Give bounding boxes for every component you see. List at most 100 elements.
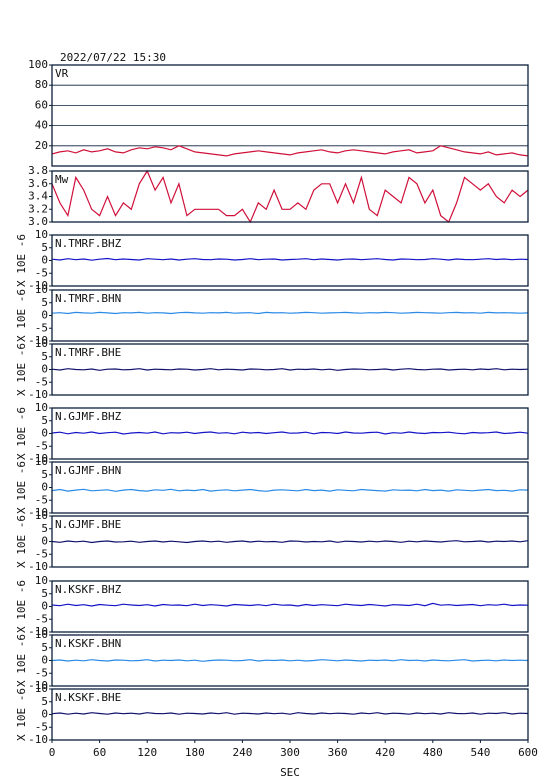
y-axis-label: X 10E -6	[15, 461, 28, 514]
trace	[51, 368, 529, 371]
x-tick-label: 120	[137, 746, 157, 759]
y-tick-label: 0	[41, 708, 48, 721]
y-tick-label: -10	[28, 625, 48, 638]
panel-label: N.GJMF.BHZ	[55, 410, 122, 423]
y-tick-label: 10	[35, 455, 48, 468]
y-tick-label: -5	[35, 375, 48, 388]
y-tick-label: -5	[35, 547, 48, 560]
y-tick-label: -10	[28, 733, 48, 746]
panel-label: N.TMRF.BHN	[55, 292, 121, 305]
trace	[51, 431, 529, 435]
panel-label: N.GJMF.BHE	[55, 518, 121, 531]
x-tick-label: 480	[423, 746, 443, 759]
x-tick-label: 180	[185, 746, 205, 759]
panel-label: Mw	[55, 173, 69, 186]
y-tick-label: -10	[28, 506, 48, 519]
y-tick-label: 5	[41, 522, 48, 535]
trace	[51, 659, 529, 662]
y-tick-label: 3.2	[28, 202, 48, 215]
x-tick-label: 300	[280, 746, 300, 759]
y-tick-label: -5	[35, 493, 48, 506]
trace	[51, 712, 529, 715]
y-tick-label: -10	[28, 560, 48, 573]
y-tick-label: -5	[35, 720, 48, 733]
trace	[51, 311, 529, 315]
panel-label: N.TMRF.BHE	[55, 346, 121, 359]
y-tick-label: 0	[41, 535, 48, 548]
y-tick-label: 5	[41, 641, 48, 654]
y-axis-label: X 10E -6	[15, 580, 28, 633]
y-tick-label: 5	[41, 414, 48, 427]
y-tick-label: 0	[41, 254, 48, 267]
y-tick-label: 0	[41, 481, 48, 494]
y-tick-label: 3.8	[28, 164, 48, 177]
y-tick-label: 5	[41, 468, 48, 481]
trace	[51, 169, 529, 224]
x-tick-label: 360	[328, 746, 348, 759]
panel-frame	[51, 515, 529, 568]
panel-label: N.KSKF.BHE	[55, 691, 121, 704]
trace	[51, 145, 529, 157]
y-tick-label: 5	[41, 241, 48, 254]
y-tick-label: 0	[41, 654, 48, 667]
y-tick-label: -5	[35, 266, 48, 279]
y-tick-label: 5	[41, 350, 48, 363]
y-tick-label: 0	[41, 427, 48, 440]
y-tick-label: -10	[28, 452, 48, 465]
y-tick-label: 3.0	[28, 215, 48, 228]
panel-frame	[51, 580, 529, 633]
x-axis-label: SEC	[280, 766, 300, 779]
y-tick-label: 5	[41, 296, 48, 309]
panel-label: N.GJMF.BHN	[55, 464, 121, 477]
y-tick-label: 100	[28, 58, 48, 71]
panel-label: N.KSKF.BHN	[55, 637, 121, 650]
panel-frame	[51, 634, 529, 687]
y-axis-label: X 10E -6	[15, 688, 28, 741]
panel-frame	[51, 289, 529, 342]
y-tick-label: -10	[28, 679, 48, 692]
trace	[51, 488, 529, 492]
y-tick-label: 10	[35, 337, 48, 350]
chart-title: 2022/07/22 15:30	[60, 51, 166, 64]
x-tick-label: 0	[49, 746, 56, 759]
panel-frame	[51, 170, 529, 223]
panel-label: N.TMRF.BHZ	[55, 237, 122, 250]
y-tick-label: 3.6	[28, 177, 48, 190]
y-axis-label: X 10E -6	[15, 407, 28, 460]
y-tick-label: 5	[41, 695, 48, 708]
trace	[51, 540, 529, 544]
x-tick-label: 240	[232, 746, 252, 759]
trace	[51, 257, 529, 261]
y-tick-label: 80	[35, 78, 48, 91]
y-axis-label: X 10E -6	[15, 343, 28, 396]
y-tick-label: 10	[35, 509, 48, 522]
y-tick-label: 40	[35, 119, 48, 132]
y-tick-label: -10	[28, 388, 48, 401]
panel-label: N.KSKF.BHZ	[55, 583, 122, 596]
panel-frame	[51, 343, 529, 396]
y-tick-label: 10	[35, 682, 48, 695]
y-tick-label: 3.4	[28, 190, 48, 203]
y-tick-label: -5	[35, 439, 48, 452]
y-tick-label: 10	[35, 228, 48, 241]
y-tick-label: -10	[28, 334, 48, 347]
y-tick-label: -5	[35, 612, 48, 625]
y-tick-label: 10	[35, 283, 48, 296]
y-axis-label: X 10E -6	[15, 289, 28, 342]
y-tick-label: 10	[35, 401, 48, 414]
y-tick-label: 10	[35, 628, 48, 641]
y-tick-label: 5	[41, 587, 48, 600]
y-tick-label: -5	[35, 321, 48, 334]
x-tick-label: 60	[93, 746, 106, 759]
y-tick-label: 0	[41, 363, 48, 376]
y-tick-label: 10	[35, 574, 48, 587]
x-tick-label: 420	[375, 746, 395, 759]
y-tick-label: 20	[35, 139, 48, 152]
panel-frame	[51, 234, 529, 287]
y-tick-label: 0	[41, 309, 48, 322]
y-tick-label: -5	[35, 666, 48, 679]
x-tick-label: 600	[518, 746, 538, 759]
panel-frame	[51, 461, 529, 514]
y-tick-label: 60	[35, 98, 48, 111]
